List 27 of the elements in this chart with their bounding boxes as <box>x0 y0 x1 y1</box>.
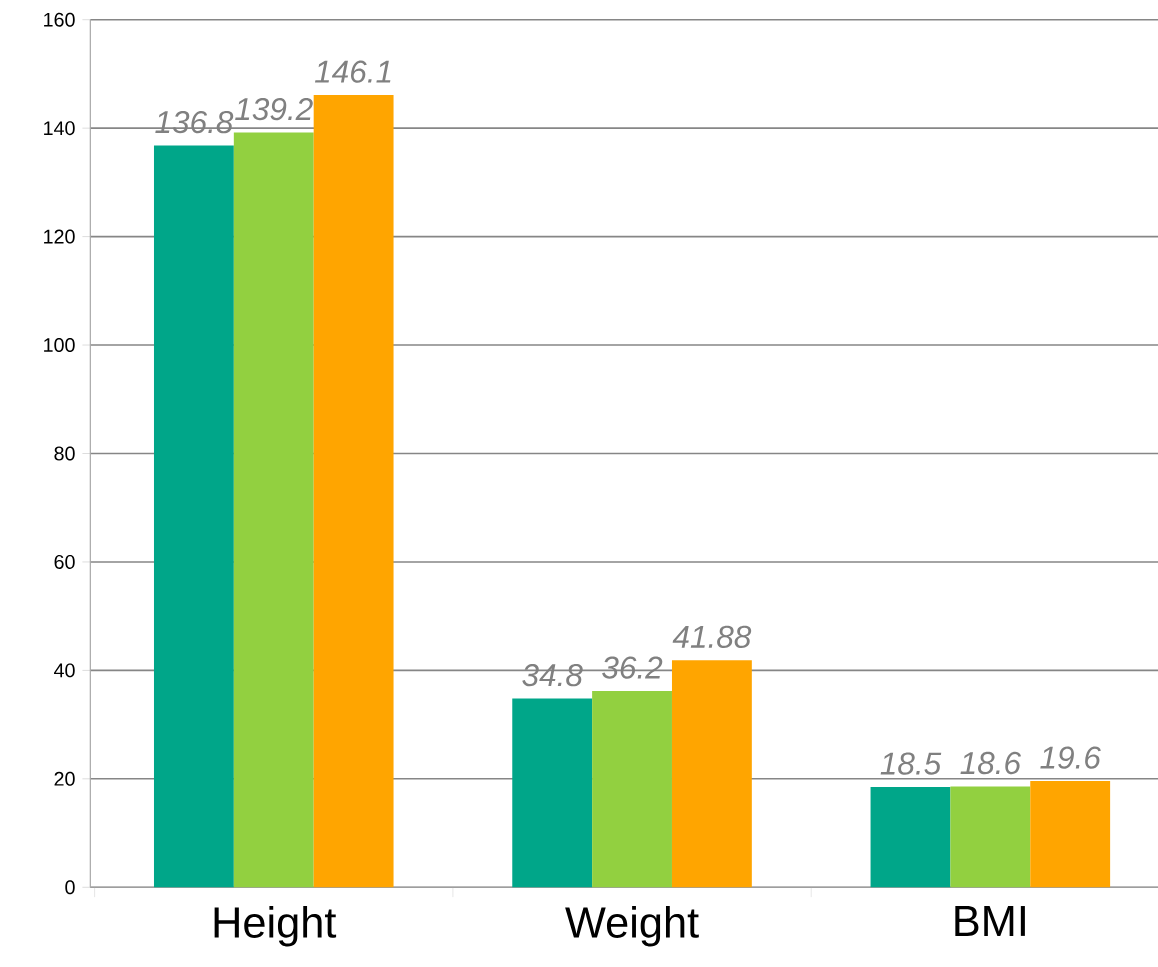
y-tick-label: 0 <box>65 880 75 895</box>
data-label: 139.2 <box>235 97 313 121</box>
y-tick-label: 80 <box>54 446 75 461</box>
y-tick-label: 100 <box>44 338 75 352</box>
data-label: 18.6 <box>960 751 1022 775</box>
bar <box>233 132 314 888</box>
data-label: 18.5 <box>880 752 942 775</box>
y-tick-label: 40 <box>54 663 75 678</box>
y-tick-label: 140 <box>44 121 75 136</box>
x-tick-label: Height <box>214 905 337 947</box>
y-tick-label: 60 <box>54 554 75 569</box>
bar <box>512 698 593 888</box>
y-tick-label: 20 <box>54 771 75 786</box>
bar <box>313 95 394 888</box>
bar <box>950 786 1031 888</box>
x-tick-label: Weight <box>565 905 699 947</box>
bar <box>870 786 951 888</box>
bar <box>1030 780 1111 888</box>
bar <box>671 660 752 888</box>
x-tick-label: BMI <box>955 905 1025 936</box>
y-tick-label: 120 <box>44 229 75 244</box>
data-label: 41.88 <box>672 625 752 648</box>
data-label: 19.6 <box>1040 746 1101 769</box>
bar <box>153 145 234 888</box>
bar <box>592 690 672 888</box>
y-tick-label: 160 <box>44 12 75 27</box>
data-label: 146.1 <box>314 60 391 83</box>
